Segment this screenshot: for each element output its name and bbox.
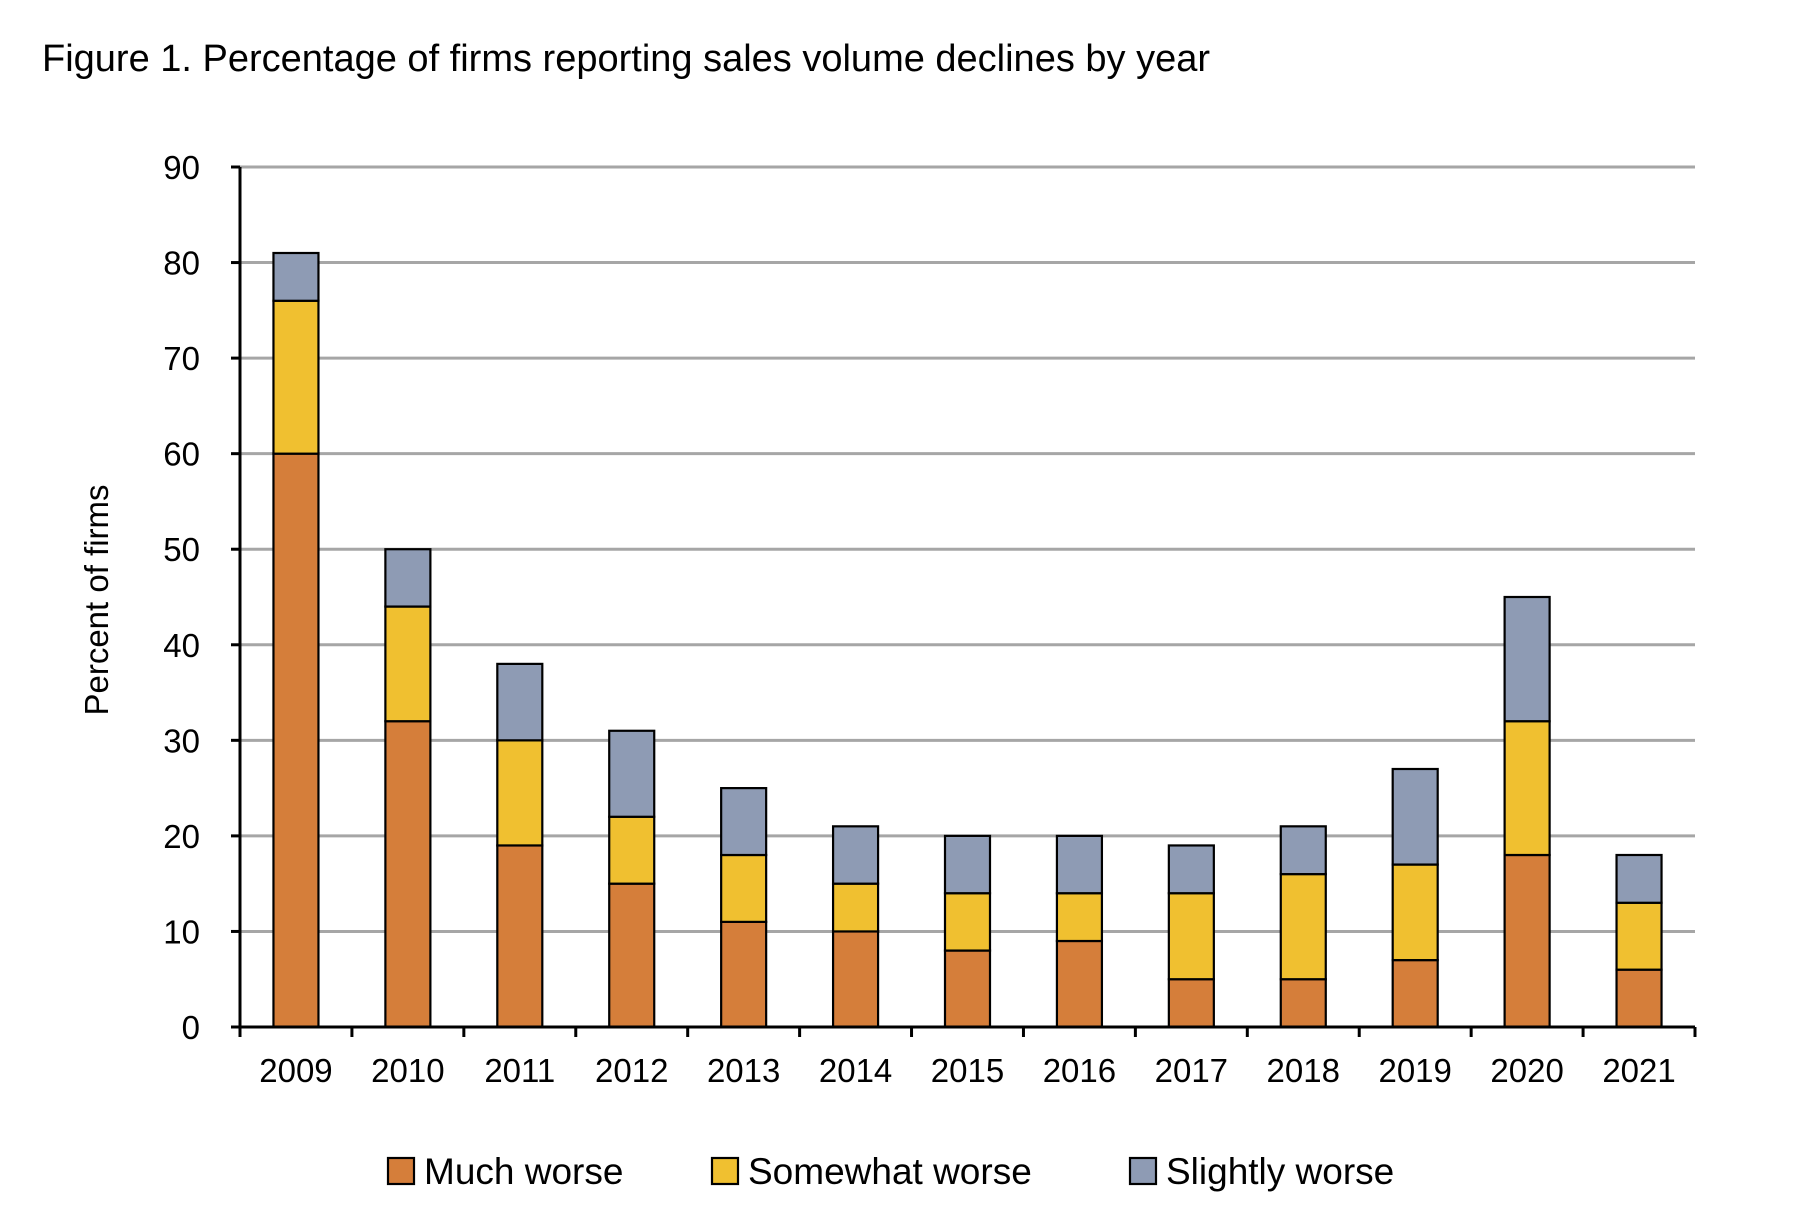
- x-tick-label: 2016: [1043, 1052, 1116, 1089]
- x-tick-label: 2015: [931, 1052, 1004, 1089]
- x-tick-label: 2010: [371, 1052, 444, 1089]
- bar-segment-slightly-worse: [272, 251, 320, 302]
- bar-segment-slightly-worse: [1615, 853, 1663, 904]
- bar-segment-slightly-worse: [496, 662, 544, 742]
- y-tick-label: 60: [163, 436, 200, 473]
- bar-segment-slightly-worse: [720, 787, 768, 857]
- legend-label: Somewhat worse: [748, 1151, 1032, 1192]
- axes: [231, 165, 1697, 1037]
- y-tick-label: 10: [163, 913, 200, 950]
- bar-segment-much-worse: [608, 882, 656, 1029]
- x-tick-labels: 2009 2010 2011 2012 2013 2014 2015 2016 2017 2018…: [259, 1052, 1675, 1089]
- bar-segment-slightly-worse: [608, 729, 656, 818]
- bar-segment-slightly-worse: [1279, 825, 1327, 876]
- chart-title: Figure 1. Percentage of firms reporting …: [42, 38, 1210, 80]
- legend-swatch: [386, 1156, 416, 1186]
- bar-segment-somewhat-worse: [720, 853, 768, 923]
- bar-segment-much-worse: [831, 930, 880, 1029]
- bar-segment-much-worse: [720, 920, 768, 1029]
- bar-segment-somewhat-worse: [1503, 720, 1551, 857]
- bar-segment-somewhat-worse: [1391, 863, 1439, 962]
- bar-segment-somewhat-worse: [1055, 892, 1104, 943]
- bar-segment-much-worse: [1055, 939, 1104, 1029]
- legend: Much worse Somewhat worse Slightly worse: [386, 1151, 1394, 1192]
- x-tick-label: 2014: [819, 1052, 892, 1089]
- bar-segment-somewhat-worse: [943, 892, 992, 952]
- y-tick-label: 70: [163, 340, 200, 377]
- bar-segment-slightly-worse: [1167, 844, 1215, 895]
- bar-segment-much-worse: [943, 949, 992, 1029]
- bar-segment-slightly-worse: [1055, 834, 1104, 895]
- x-tick-label: 2019: [1378, 1052, 1451, 1089]
- bar-segment-much-worse: [1391, 959, 1439, 1029]
- y-tick-label: 50: [163, 531, 200, 568]
- y-tick-label: 80: [163, 245, 200, 282]
- bar-segment-somewhat-worse: [831, 882, 880, 933]
- bar-segment-slightly-worse: [1391, 767, 1439, 866]
- bar-segment-slightly-worse: [1503, 595, 1551, 723]
- bars: [272, 251, 1663, 1029]
- y-tick-label: 20: [163, 818, 200, 855]
- legend-swatch: [710, 1156, 740, 1186]
- legend-label: Slightly worse: [1166, 1151, 1394, 1192]
- x-tick-label: 2021: [1602, 1052, 1675, 1089]
- y-tick-label: 40: [163, 627, 200, 664]
- bar-segment-slightly-worse: [384, 548, 432, 608]
- x-tick-label: 2020: [1490, 1052, 1563, 1089]
- bar-segment-much-worse: [384, 720, 432, 1029]
- bar-segment-somewhat-worse: [608, 815, 656, 885]
- bar-segment-somewhat-worse: [272, 299, 320, 455]
- bar-segment-somewhat-worse: [1279, 873, 1327, 981]
- bar-segment-somewhat-worse: [1615, 901, 1663, 971]
- bar-segment-much-worse: [496, 844, 544, 1029]
- bar-segment-slightly-worse: [943, 834, 992, 895]
- x-tick-label: 2018: [1267, 1052, 1340, 1089]
- bar-segment-much-worse: [272, 452, 320, 1029]
- y-axis-label: Percent of firms: [78, 484, 115, 715]
- bar-segment-much-worse: [1615, 968, 1663, 1029]
- x-tick-label: 2013: [707, 1052, 780, 1089]
- y-tick-label: 30: [163, 722, 200, 759]
- y-tick-label: 90: [163, 149, 200, 186]
- x-tick-label: 2011: [484, 1052, 555, 1089]
- legend-swatch: [1128, 1156, 1158, 1186]
- x-tick-label: 2017: [1155, 1052, 1228, 1089]
- legend-label: Much worse: [424, 1151, 623, 1192]
- bar-segment-somewhat-worse: [1167, 892, 1215, 981]
- y-tick-label: 0: [182, 1009, 200, 1046]
- bar-segment-somewhat-worse: [496, 739, 544, 847]
- bar-segment-much-worse: [1503, 853, 1551, 1029]
- y-tick-labels: 0 10 20 30 40 50 60 70 80 90: [163, 149, 200, 1046]
- bar-segment-much-worse: [1279, 978, 1327, 1029]
- x-tick-label: 2012: [595, 1052, 668, 1089]
- x-tick-label: 2009: [259, 1052, 332, 1089]
- bar-segment-much-worse: [1167, 978, 1215, 1029]
- bar-segment-slightly-worse: [831, 825, 880, 885]
- bar-segment-somewhat-worse: [384, 605, 432, 723]
- gridlines: [240, 165, 1695, 933]
